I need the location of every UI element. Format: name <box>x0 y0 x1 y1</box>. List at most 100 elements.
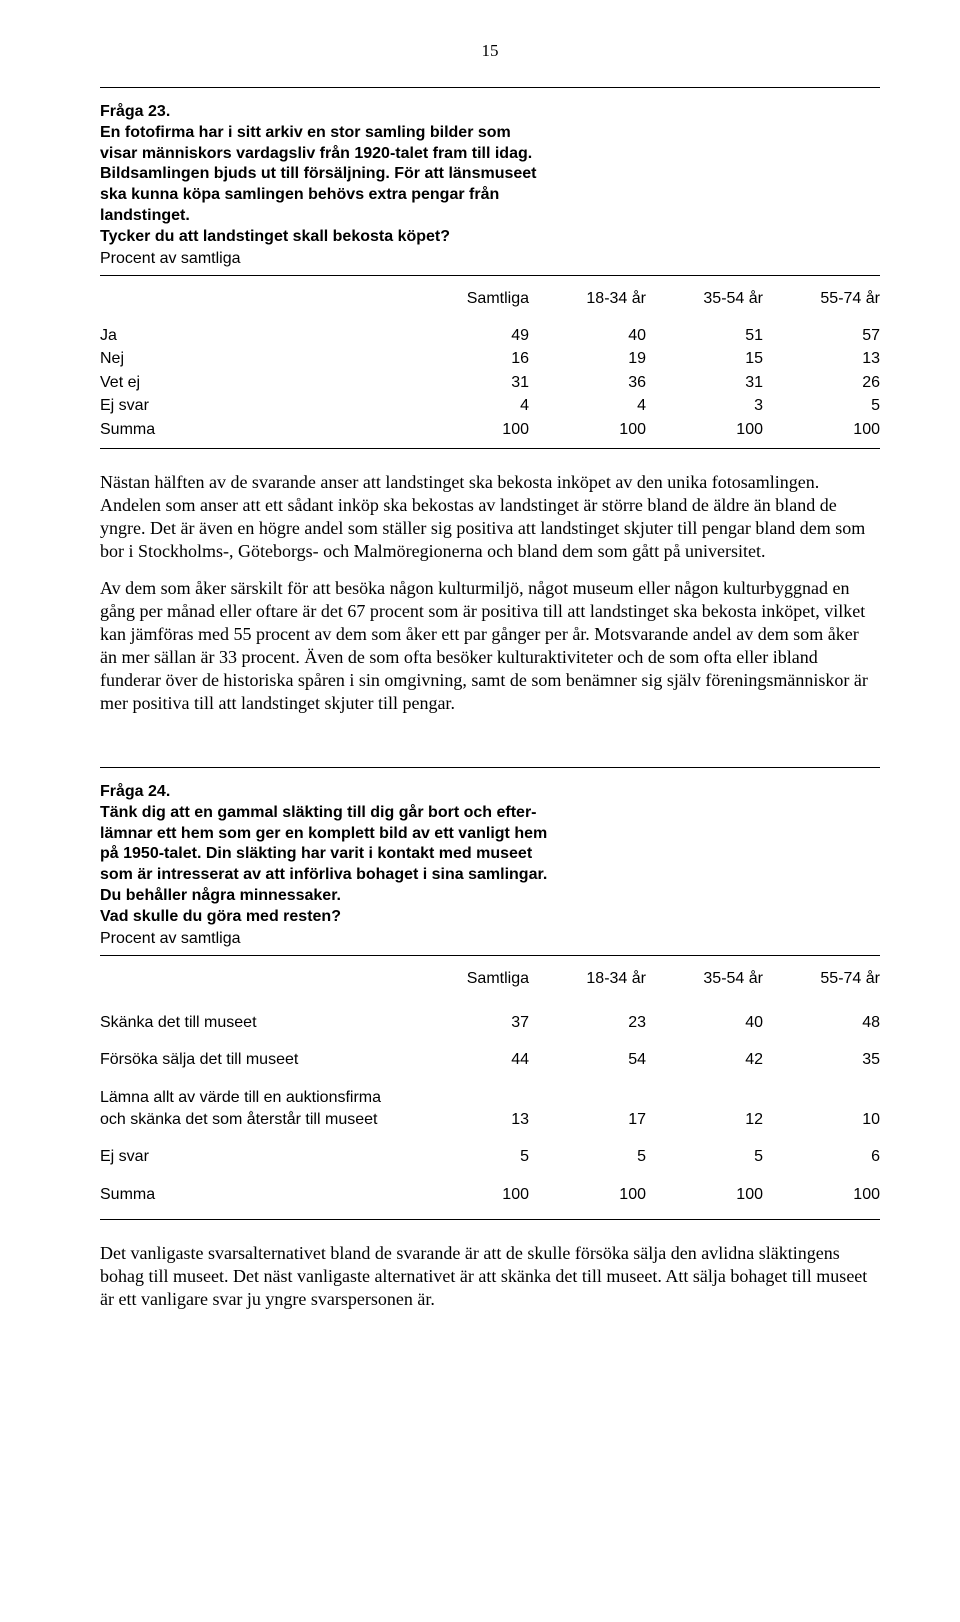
q24-line: Tänk dig att en gammal släkting till dig… <box>100 803 880 824</box>
cell-value: 100 <box>412 418 529 442</box>
cell-value: 15 <box>646 347 763 371</box>
table-row: Ej svar5556 <box>100 1138 880 1176</box>
q23-line: landstinget. <box>100 206 880 227</box>
cell-value: 35 <box>763 1041 880 1079</box>
cell-value: 40 <box>529 324 646 348</box>
q23-line: En fotofirma har i sitt arkiv en stor sa… <box>100 123 880 144</box>
q23-line: Tycker du att landstinget skall bekosta … <box>100 227 880 248</box>
table-header <box>100 956 412 1004</box>
cell-value: 19 <box>529 347 646 371</box>
row-label: Summa <box>100 418 412 442</box>
q23-line: ska kunna köpa samlingen behövs extra pe… <box>100 185 880 206</box>
table-header: Samtliga <box>412 956 529 1004</box>
page-number: 15 <box>100 40 880 63</box>
cell-value: 100 <box>529 1176 646 1214</box>
cell-value: 48 <box>763 1004 880 1042</box>
table-header <box>100 276 412 324</box>
cell-value: 17 <box>529 1079 646 1138</box>
table-row: Summa100100100100 <box>100 1176 880 1214</box>
table-header: 55-74 år <box>763 956 880 1004</box>
row-label: Skänka det till museet <box>100 1004 412 1042</box>
q24-body: Det vanligaste svarsalternativet bland d… <box>100 1242 880 1311</box>
cell-value: 26 <box>763 371 880 395</box>
q24-title: Fråga 24. <box>100 782 880 803</box>
cell-value: 54 <box>529 1041 646 1079</box>
cell-value: 4 <box>529 394 646 418</box>
row-label: Nej <box>100 347 412 371</box>
cell-value: 13 <box>763 347 880 371</box>
q24-line: lämnar ett hem som ger en komplett bild … <box>100 824 880 845</box>
q23-title: Fråga 23. <box>100 102 880 123</box>
table-row: Summa100100100100 <box>100 418 880 442</box>
q24-sub: Procent av samtliga <box>100 928 880 950</box>
row-label: Försöka sälja det till museet <box>100 1041 412 1079</box>
cell-value: 100 <box>763 418 880 442</box>
cell-value: 3 <box>646 394 763 418</box>
table-row: Skänka det till museet37234048 <box>100 1004 880 1042</box>
q24-question: Fråga 24. Tänk dig att en gammal släktin… <box>100 782 880 928</box>
q23-para: Nästan hälften av de svarande anser att … <box>100 471 880 563</box>
row-label: Lämna allt av värde till en auktionsfirm… <box>100 1079 412 1138</box>
q23-body: Nästan hälften av de svarande anser att … <box>100 471 880 715</box>
row-label: Ja <box>100 324 412 348</box>
table-row: Försöka sälja det till museet44544235 <box>100 1041 880 1079</box>
q23-line: visar människors vardagsliv från 1920-ta… <box>100 144 880 165</box>
q24-tbody: Skänka det till museet37234048Försöka sä… <box>100 1004 880 1214</box>
cell-value: 100 <box>763 1176 880 1214</box>
cell-value: 40 <box>646 1004 763 1042</box>
cell-value: 36 <box>529 371 646 395</box>
cell-value: 42 <box>646 1041 763 1079</box>
table-header: Samtliga <box>412 276 529 324</box>
q23-para: Av dem som åker särskilt för att besöka … <box>100 577 880 715</box>
cell-value: 49 <box>412 324 529 348</box>
q24-line: Du behåller några minnessaker. <box>100 886 880 907</box>
row-label: Summa <box>100 1176 412 1214</box>
row-label: Vet ej <box>100 371 412 395</box>
q24-line: som är intresserat av att införliva boha… <box>100 865 880 886</box>
q23-table: Samtliga18-34 år35-54 år55-74 år Ja49405… <box>100 276 880 442</box>
q24-para: Det vanligaste svarsalternativet bland d… <box>100 1242 880 1311</box>
cell-value: 16 <box>412 347 529 371</box>
q23-question: Fråga 23. En fotofirma har i sitt arkiv … <box>100 102 880 248</box>
cell-value: 10 <box>763 1079 880 1138</box>
cell-value: 31 <box>412 371 529 395</box>
cell-value: 5 <box>412 1138 529 1176</box>
q23-thead: Samtliga18-34 år35-54 år55-74 år <box>100 276 880 324</box>
table-row: Nej16191513 <box>100 347 880 371</box>
cell-value: 23 <box>529 1004 646 1042</box>
table-header: 35-54 år <box>646 276 763 324</box>
row-label: Ej svar <box>100 1138 412 1176</box>
cell-value: 100 <box>646 1176 763 1214</box>
cell-value: 31 <box>646 371 763 395</box>
q24-line: på 1950-talet. Din släkting har varit i … <box>100 844 880 865</box>
table-row: Lämna allt av värde till en auktionsfirm… <box>100 1079 880 1138</box>
q24-line: Vad skulle du göra med resten? <box>100 907 880 928</box>
cell-value: 5 <box>529 1138 646 1176</box>
cell-value: 5 <box>646 1138 763 1176</box>
cell-value: 13 <box>412 1079 529 1138</box>
cell-value: 100 <box>646 418 763 442</box>
cell-value: 57 <box>763 324 880 348</box>
table-row: Ja49405157 <box>100 324 880 348</box>
row-label: Ej svar <box>100 394 412 418</box>
cell-value: 12 <box>646 1079 763 1138</box>
cell-value: 6 <box>763 1138 880 1176</box>
q23-line: Bildsamlingen bjuds ut till försäljning.… <box>100 164 880 185</box>
table-header: 18-34 år <box>529 956 646 1004</box>
table-row: Vet ej31363126 <box>100 371 880 395</box>
cell-value: 51 <box>646 324 763 348</box>
q24-thead: Samtliga18-34 år35-54 år55-74 år <box>100 956 880 1004</box>
q23-tbody: Ja49405157Nej16191513Vet ej31363126Ej sv… <box>100 324 880 442</box>
table-row: Ej svar4435 <box>100 394 880 418</box>
q24-table: Samtliga18-34 år35-54 år55-74 år Skänka … <box>100 956 880 1213</box>
cell-value: 5 <box>763 394 880 418</box>
table-header: 35-54 år <box>646 956 763 1004</box>
cell-value: 4 <box>412 394 529 418</box>
table-header: 18-34 år <box>529 276 646 324</box>
cell-value: 100 <box>412 1176 529 1214</box>
cell-value: 44 <box>412 1041 529 1079</box>
cell-value: 100 <box>529 418 646 442</box>
table-header: 55-74 år <box>763 276 880 324</box>
cell-value: 37 <box>412 1004 529 1042</box>
q23-sub: Procent av samtliga <box>100 248 880 270</box>
